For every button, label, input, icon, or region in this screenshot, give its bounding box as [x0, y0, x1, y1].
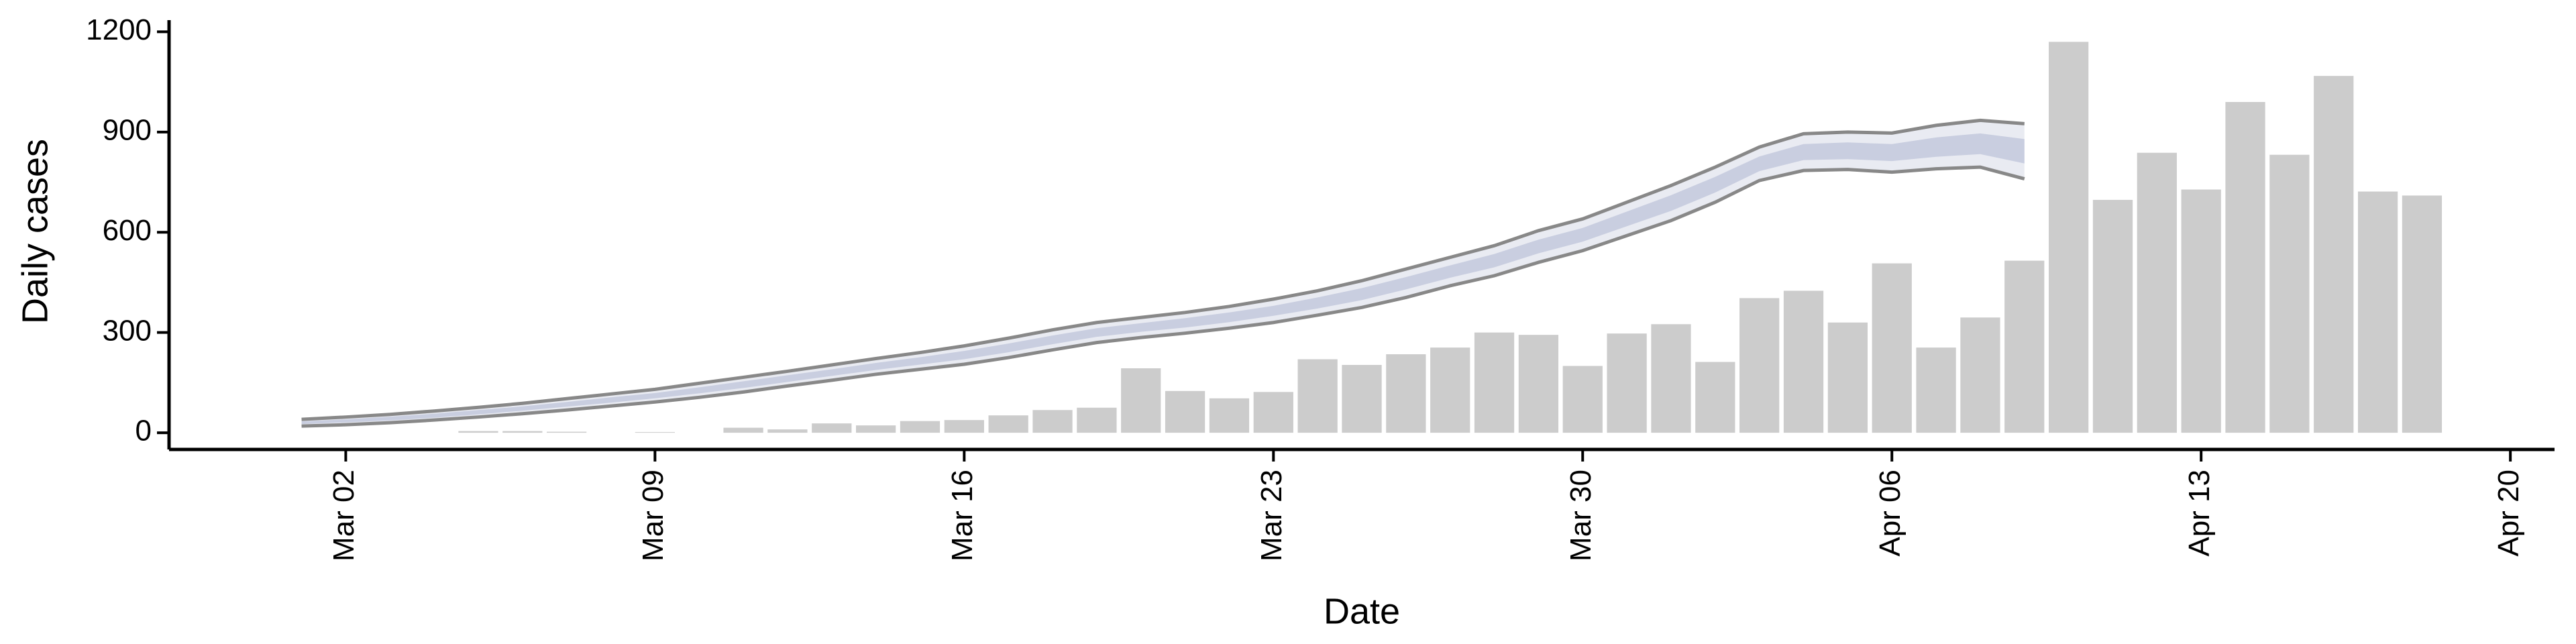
bar [1032, 410, 1073, 433]
bar [2402, 195, 2443, 433]
bar [900, 421, 941, 433]
bar [1474, 332, 1515, 433]
x-tick-label: Mar 02 [327, 470, 360, 561]
bar [635, 432, 676, 433]
bar [1386, 354, 1426, 433]
x-tick-label: Mar 16 [946, 470, 979, 561]
bar [1827, 322, 1868, 433]
bar [1783, 290, 1824, 433]
bar [1297, 359, 1338, 433]
x-tick-label: Mar 23 [1255, 470, 1288, 561]
bar [458, 431, 498, 433]
bar [1077, 407, 1117, 433]
y-axis-title: Daily cases [15, 139, 55, 324]
x-tick-label: Mar 09 [637, 470, 669, 561]
bar [1121, 368, 1161, 433]
bar [1651, 324, 1691, 433]
bar [2048, 42, 2089, 433]
bar [1430, 347, 1470, 433]
bar [547, 431, 587, 433]
bar [2357, 191, 2398, 433]
bar [2137, 152, 2177, 433]
bar [1607, 333, 1647, 433]
bar [723, 427, 763, 433]
bar [1209, 398, 1250, 433]
bar [812, 423, 852, 433]
bar [1562, 366, 1603, 433]
y-tick-label: 0 [136, 415, 152, 447]
x-axis-title: Date [1324, 591, 1400, 631]
bar [1872, 263, 1912, 433]
bar [1342, 364, 1382, 433]
y-tick-label: 600 [103, 214, 152, 247]
x-tick-label: Mar 30 [1564, 470, 1597, 561]
bar [1253, 392, 1293, 433]
bar [1960, 317, 2000, 433]
bar [1695, 362, 1735, 433]
x-tick-label: Apr 06 [1874, 470, 1907, 557]
bar [988, 415, 1028, 433]
x-tick-label: Apr 20 [2492, 470, 2525, 557]
band-edge-line [301, 165, 2025, 428]
bar [2314, 76, 2354, 433]
bar [2225, 102, 2265, 433]
bar [2181, 189, 2221, 433]
y-tick-label: 1200 [86, 13, 152, 46]
bar [944, 420, 984, 433]
bar [2092, 199, 2133, 433]
bar [502, 431, 543, 433]
band-edge-line [301, 118, 2025, 421]
bar [1518, 335, 1559, 433]
bar [1165, 390, 1205, 433]
y-tick-label: 300 [103, 314, 152, 347]
bar [1739, 298, 1780, 433]
bar [855, 425, 896, 433]
bar [1916, 347, 1956, 433]
bar [2269, 154, 2310, 433]
bar [2004, 260, 2045, 433]
y-tick-label: 900 [103, 113, 152, 146]
bar [767, 429, 808, 433]
x-tick-label: Apr 13 [2183, 470, 2216, 557]
